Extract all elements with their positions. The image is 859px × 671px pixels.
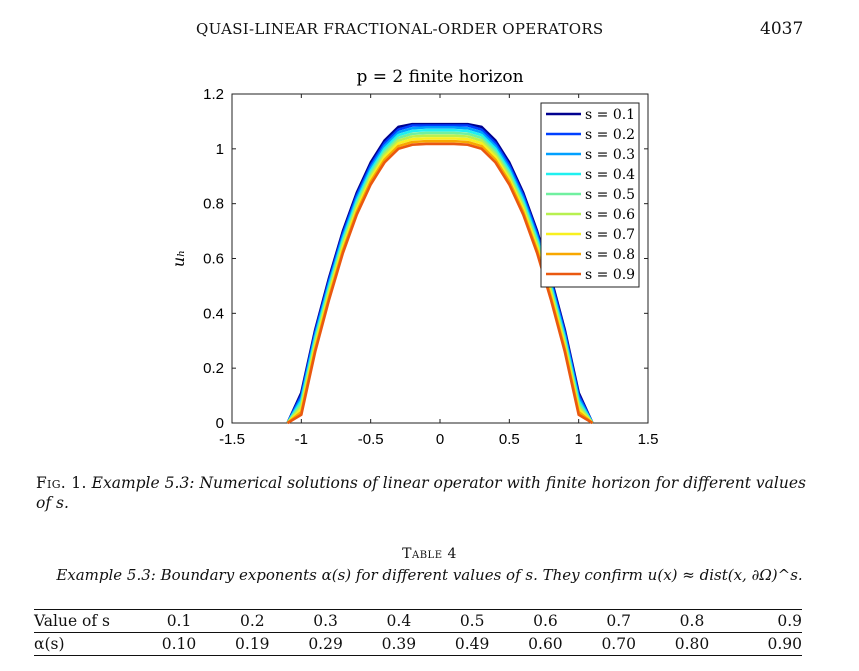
- legend: s = 0.1 s = 0.2 s = 0.3 s = 0.4 s = 0.5 s = 0…: [540, 102, 640, 288]
- x-tick-label: 0.5: [499, 431, 520, 448]
- table-cell-alpha: 0.80: [655, 632, 729, 656]
- table-cell-s: 0.5: [435, 609, 509, 633]
- figure-caption-tag: Fig. 1.: [36, 474, 87, 492]
- legend-label: s = 0.2: [585, 127, 635, 143]
- row-label-s: Value of s: [34, 609, 143, 633]
- table-cell-alpha: 0.70: [582, 632, 656, 656]
- y-tick-label: 0.6: [203, 251, 224, 268]
- table-cell-alpha: 0.19: [215, 632, 289, 656]
- table-cell-s: 0.2: [215, 609, 289, 633]
- legend-label: s = 0.5: [585, 187, 635, 203]
- figure-caption-text: Example 5.3: Numerical solutions of line…: [36, 474, 806, 512]
- legend-label: s = 0.4: [585, 167, 635, 183]
- table-cell-s: 0.7: [582, 609, 656, 633]
- figure-caption: Fig. 1. Example 5.3: Numerical solutions…: [36, 473, 806, 513]
- table-row-s: Value of s 0.1 0.2 0.3 0.4 0.5 0.6 0.7 0.8 0.9: [34, 609, 802, 633]
- table-cell-alpha: 0.90: [728, 632, 802, 656]
- table-cell-alpha: 0.39: [362, 632, 436, 656]
- legend-label: s = 0.7: [585, 227, 635, 243]
- running-title: QUASI-LINEAR FRACTIONAL-ORDER OPERATORS: [196, 20, 604, 38]
- y-tick-label: 0.8: [203, 196, 224, 213]
- table-cell-alpha: 0.60: [508, 632, 583, 656]
- legend-label: s = 0.9: [585, 267, 635, 283]
- legend-label: s = 0.3: [585, 147, 635, 163]
- table-cell-s: 0.1: [142, 609, 216, 633]
- table-cell-alpha: 0.29: [288, 632, 363, 656]
- table-cell-s: 0.3: [288, 609, 363, 633]
- y-tick-label: 1: [216, 141, 224, 158]
- table-row-alpha: α(s) 0.10 0.19 0.29 0.39 0.49 0.60 0.70 0.80 0.9…: [34, 632, 802, 656]
- axis-ticks: -1.5 -1 -0.5 0 0.5 1 1.5 0 0.2 0.4 0.6 0.8 1 1.2: [203, 86, 658, 448]
- table-cell-s: 0.9: [728, 609, 802, 633]
- page-number: 4037: [760, 19, 804, 39]
- table-cell-alpha: 0.10: [142, 632, 216, 656]
- x-tick-label: -1: [295, 431, 308, 448]
- x-tick-label: 1.5: [638, 431, 659, 448]
- x-tick-label: -1.5: [219, 431, 245, 448]
- table-heading: Table 4: [402, 546, 457, 562]
- table-cell-s: 0.4: [362, 609, 436, 633]
- y-tick-label: 1.2: [203, 86, 224, 103]
- figure-plot: -1.5 -1 -0.5 0 0.5 1 1.5 0 0.2 0.4 0.6 0.8 1 1.2 s = …: [169, 67, 658, 448]
- row-label-alpha: α(s): [34, 632, 143, 656]
- legend-label: s = 0.8: [585, 247, 635, 263]
- legend-label: s = 0.1: [585, 107, 635, 123]
- table-cell-alpha: 0.49: [435, 632, 509, 656]
- y-tick-label: 0.2: [203, 360, 224, 377]
- y-axis-label: uₕ: [169, 250, 188, 267]
- table-cell-s: 0.6: [508, 609, 583, 633]
- chart-title: p = 2 finite horizon: [356, 67, 523, 87]
- y-tick-label: 0: [216, 415, 224, 432]
- table-caption: Example 5.3: Boundary exponents α(s) for…: [56, 566, 803, 584]
- x-tick-label: 0: [436, 431, 444, 448]
- x-tick-label: -0.5: [358, 431, 384, 448]
- boundary-exponent-table: Value of s 0.1 0.2 0.3 0.4 0.5 0.6 0.7 0.8 0.9 α…: [34, 609, 802, 656]
- legend-label: s = 0.6: [585, 207, 635, 223]
- table-cell-s: 0.8: [655, 609, 729, 633]
- y-tick-label: 0.4: [203, 305, 224, 322]
- x-tick-label: 1: [574, 431, 582, 448]
